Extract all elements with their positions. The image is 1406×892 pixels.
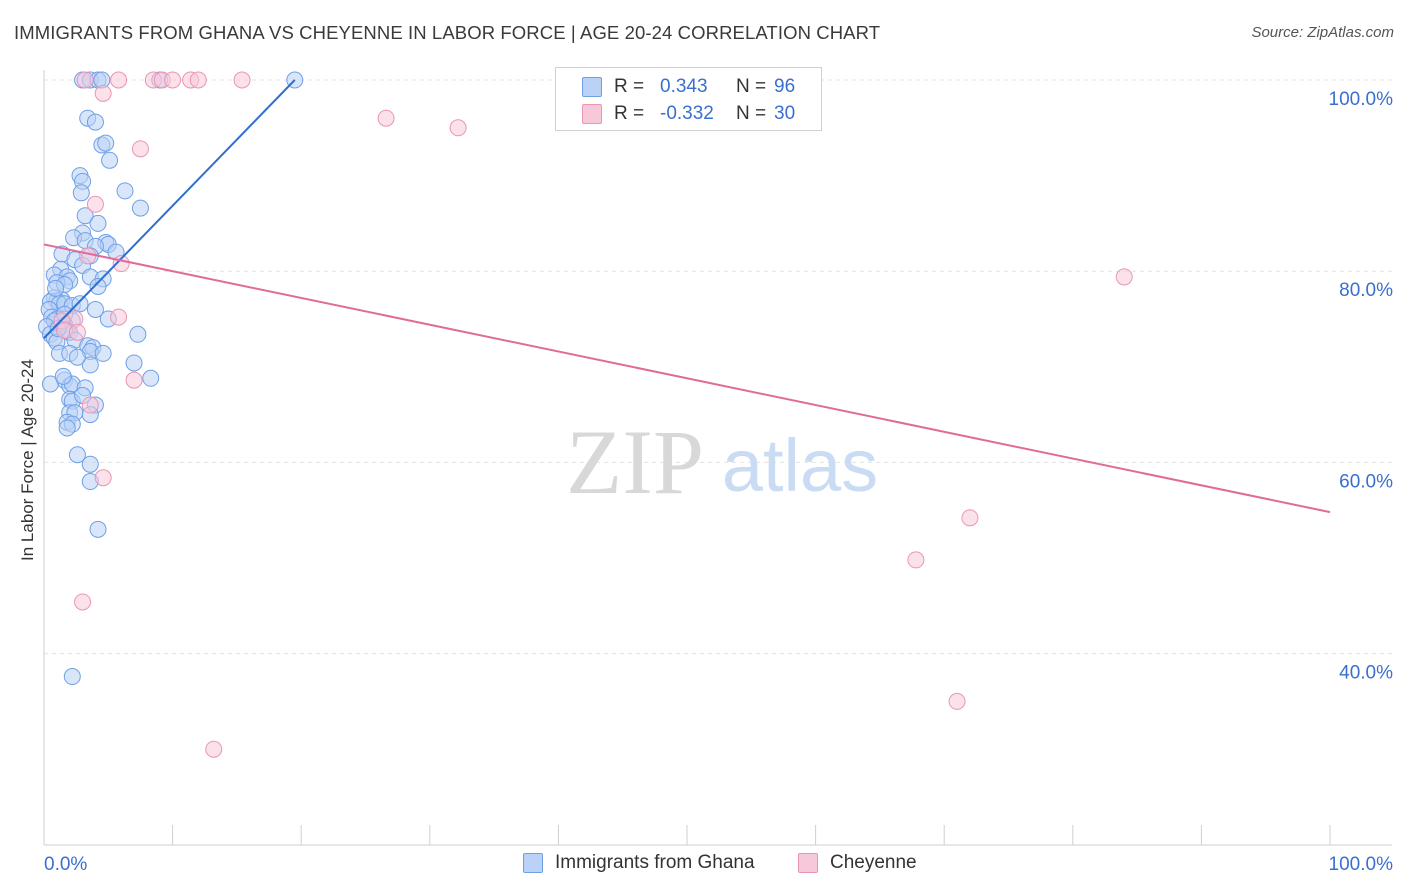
data-point (54, 367, 72, 385)
trend-line-cheyenne (43, 243, 1331, 514)
tick-labels: 100.0% 80.0% 60.0% 40.0% 0.0% 100.0% (44, 89, 1393, 875)
y-tick-label: 40.0% (1339, 663, 1393, 684)
legend-row-cheyenne: R = -0.332 N = 30 (582, 103, 795, 125)
data-point (68, 323, 86, 341)
data-point (89, 214, 107, 232)
chart-source: Source: ZipAtlas.com (1251, 24, 1394, 41)
data-point (961, 509, 979, 527)
legend-r-label: R = (614, 103, 645, 124)
data-point (76, 71, 94, 89)
data-point (189, 71, 207, 89)
legend-row-ghana: R = 0.343 N = 96 (582, 76, 795, 98)
data-point (71, 295, 89, 313)
data-point (101, 151, 119, 169)
data-point (948, 692, 966, 710)
data-point (68, 446, 86, 464)
chart-title: IMMIGRANTS FROM GHANA VS CHEYENNE IN LAB… (14, 22, 881, 43)
data-point (907, 551, 925, 569)
data-point (94, 344, 112, 362)
correlation-legend: R = 0.343 N = 96 R = -0.332 N = 30 (555, 67, 822, 131)
grid-lines (44, 79, 1392, 655)
data-point (94, 84, 112, 102)
data-point (129, 325, 147, 343)
x-tick-label: 0.0% (44, 854, 87, 875)
data-point (449, 119, 467, 137)
bottom-legend-ghana: Immigrants from Ghana (523, 852, 755, 874)
data-point (81, 455, 99, 473)
axes (43, 70, 1392, 846)
watermark-atlas: atlas (722, 424, 878, 507)
bottom-legend-label-cheyenne: Cheyenne (830, 852, 917, 873)
data-point (1115, 268, 1133, 286)
data-point (116, 182, 134, 200)
series-ghana-points (38, 71, 304, 686)
data-point (86, 300, 104, 318)
data-point (81, 356, 99, 374)
data-point (63, 668, 81, 686)
data-point (233, 71, 251, 89)
legend-r-value: -0.332 (660, 103, 714, 124)
data-point (76, 207, 94, 225)
data-point (131, 199, 149, 217)
legend-r-value: 0.343 (660, 76, 708, 97)
data-point (58, 419, 76, 437)
data-point (47, 279, 65, 297)
legend-n-label: N = (736, 103, 767, 124)
data-point (125, 371, 143, 389)
watermark-zip: ZIP (566, 411, 704, 513)
legend-swatch-ghana (582, 77, 602, 97)
data-point (86, 113, 104, 131)
data-point (81, 396, 99, 414)
data-point (377, 109, 395, 127)
data-point (68, 348, 86, 366)
legend-n-label: N = (736, 76, 767, 97)
data-point (94, 469, 112, 487)
y-tick-label: 80.0% (1339, 280, 1393, 301)
data-point (205, 740, 223, 758)
data-point (86, 195, 104, 213)
data-point (110, 308, 128, 326)
x-tick-label: 100.0% (1329, 854, 1394, 875)
data-point (89, 520, 107, 538)
legend-n-value: 96 (774, 76, 796, 97)
bottom-legend-cheyenne: Cheyenne (798, 852, 917, 874)
data-point (72, 184, 90, 202)
data-point (125, 354, 143, 372)
data-point (110, 71, 128, 89)
legend-r-label: R = (614, 76, 645, 97)
data-point (164, 71, 182, 89)
trend-lines (43, 79, 1331, 514)
trend-line-ghana (43, 79, 296, 339)
data-point (131, 140, 149, 158)
data-point (97, 134, 115, 152)
data-point (142, 369, 160, 387)
legend-n-value: 30 (774, 103, 796, 124)
series-cheyenne-points (53, 71, 1133, 758)
data-point (79, 247, 97, 265)
bottom-legend-label-ghana: Immigrants from Ghana (555, 852, 755, 873)
bottom-legend-swatch-cheyenne (798, 853, 818, 873)
bottom-legend-swatch-ghana (523, 853, 543, 873)
data-point (89, 277, 107, 295)
data-point (41, 375, 59, 393)
watermark: ZIP atlas (566, 411, 878, 513)
data-point (74, 593, 92, 611)
y-tick-label: 60.0% (1339, 471, 1393, 492)
legend-swatch-cheyenne (582, 104, 602, 124)
y-tick-label: 100.0% (1329, 89, 1394, 110)
